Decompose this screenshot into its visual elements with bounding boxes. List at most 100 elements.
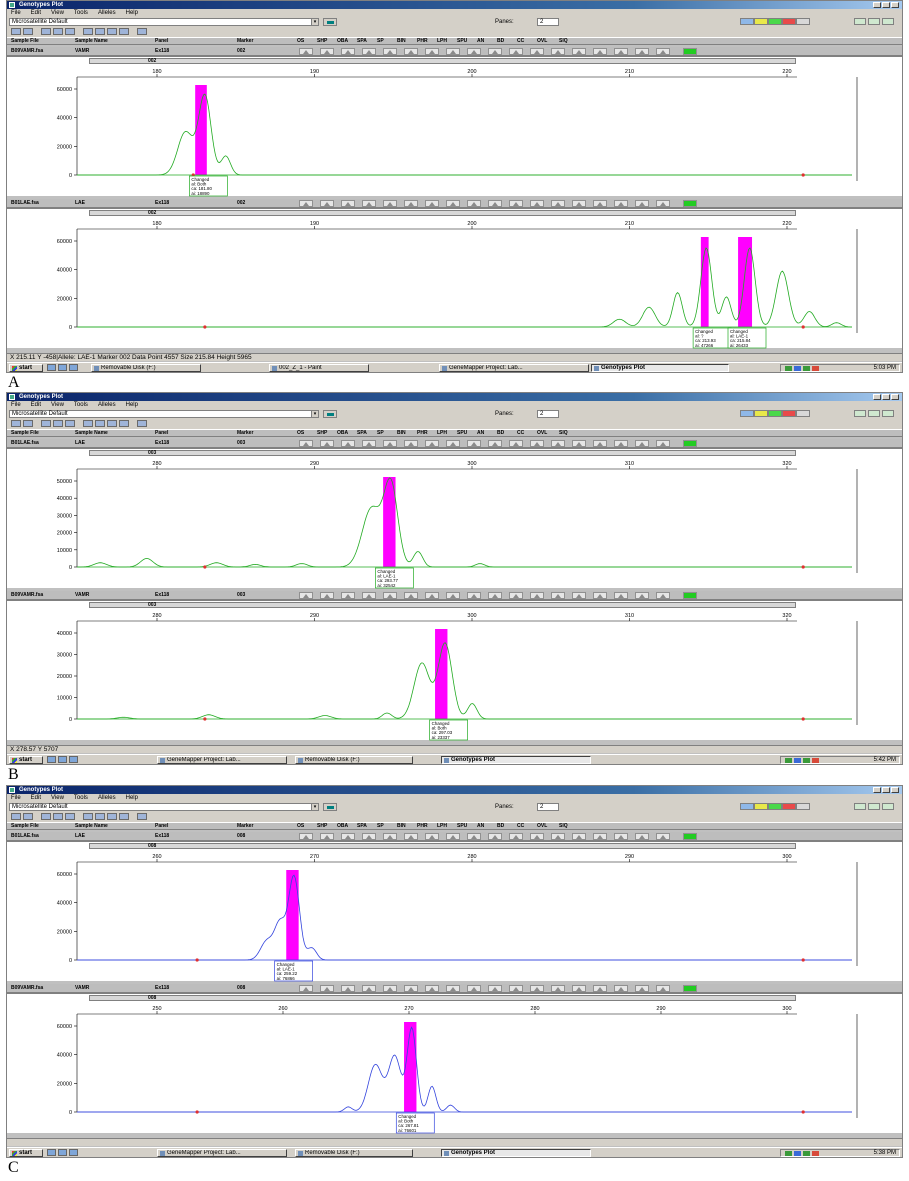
- update-icon[interactable]: [812, 1151, 819, 1156]
- quality-flag-icon[interactable]: [551, 833, 565, 840]
- quality-flag-icon[interactable]: [425, 592, 439, 599]
- quality-flag-icon[interactable]: [488, 833, 502, 840]
- ie-icon[interactable]: [58, 364, 67, 371]
- grid-icon[interactable]: [23, 420, 33, 427]
- flag-icon[interactable]: [119, 813, 129, 820]
- taskbar-item[interactable]: Genotypes Plot: [441, 756, 591, 764]
- quality-flag-icon[interactable]: [341, 440, 355, 447]
- column-header[interactable]: AN: [477, 823, 485, 829]
- quality-flag-icon[interactable]: [572, 200, 586, 207]
- media-icon[interactable]: [69, 1149, 78, 1156]
- desktop-icon[interactable]: [47, 364, 56, 371]
- menu-tools[interactable]: Tools: [73, 795, 88, 801]
- plot-settings-edit-button[interactable]: [323, 803, 337, 811]
- quality-flag-icon[interactable]: [593, 200, 607, 207]
- quality-flag-icon[interactable]: [635, 592, 649, 599]
- security-icon[interactable]: [803, 1151, 810, 1156]
- peaks-icon[interactable]: [65, 813, 75, 820]
- quality-flag-icon[interactable]: [635, 440, 649, 447]
- label-icon[interactable]: [95, 813, 105, 820]
- quality-flag-icon[interactable]: [530, 200, 544, 207]
- column-header[interactable]: SIQ: [559, 823, 568, 829]
- update-icon[interactable]: [812, 366, 819, 371]
- column-header[interactable]: CC: [517, 430, 525, 436]
- close-button[interactable]: [891, 394, 899, 400]
- dye-toggle-3[interactable]: [768, 18, 782, 25]
- quality-flag-icon[interactable]: [572, 48, 586, 55]
- quality-flag-icon[interactable]: [383, 440, 397, 447]
- split-icon[interactable]: [41, 813, 51, 820]
- quality-flag-icon[interactable]: [425, 48, 439, 55]
- quality-flag-icon[interactable]: [404, 48, 418, 55]
- zoom-icon[interactable]: [854, 18, 866, 25]
- zoom-icon[interactable]: [854, 410, 866, 417]
- plot-settings-edit-button[interactable]: [323, 18, 337, 26]
- quality-flag-icon[interactable]: [530, 48, 544, 55]
- dye-toggle-2[interactable]: [754, 410, 768, 417]
- quality-flag-icon[interactable]: [383, 200, 397, 207]
- dye-toggle-5[interactable]: [796, 18, 810, 25]
- quality-flag-icon[interactable]: [509, 440, 523, 447]
- column-header[interactable]: Sample File: [11, 430, 39, 436]
- quality-flag-icon[interactable]: [572, 592, 586, 599]
- column-header[interactable]: SHP: [317, 823, 328, 829]
- quality-flag-icon[interactable]: [593, 48, 607, 55]
- column-header[interactable]: AN: [477, 430, 485, 436]
- column-header[interactable]: SP: [377, 430, 384, 436]
- grid-icon[interactable]: [23, 28, 33, 35]
- taskbar-item[interactable]: 002_Z_1 - Paint: [269, 364, 369, 372]
- column-header[interactable]: BD: [497, 823, 505, 829]
- taskbar-item[interactable]: Removable Disk (F:): [295, 756, 413, 764]
- menu-alleles[interactable]: Alleles: [97, 402, 116, 408]
- quality-flag-icon[interactable]: [320, 200, 334, 207]
- column-header[interactable]: BIN: [397, 823, 406, 829]
- quality-flag-icon[interactable]: [404, 440, 418, 447]
- panes-select[interactable]: 2: [537, 18, 559, 26]
- sizing-quality-flag[interactable]: [683, 985, 697, 992]
- menu-edit[interactable]: Edit: [30, 795, 42, 801]
- expand-icon[interactable]: [882, 410, 894, 417]
- color-icon[interactable]: [107, 28, 117, 35]
- quality-flag-icon[interactable]: [488, 440, 502, 447]
- menu-view[interactable]: View: [51, 10, 64, 16]
- minimize-button[interactable]: [873, 787, 881, 793]
- column-header[interactable]: Marker: [237, 38, 254, 44]
- ie-icon[interactable]: [58, 756, 67, 763]
- sample-row[interactable]: B09VAMR.fsa VAMR Ex118 002: [7, 47, 902, 56]
- quality-flag-icon[interactable]: [341, 200, 355, 207]
- plot-settings-edit-button[interactable]: [323, 410, 337, 418]
- dye-toggle-1[interactable]: [740, 18, 754, 25]
- taskbar-item[interactable]: GeneMapper Project: Lab...: [157, 756, 287, 764]
- menu-file[interactable]: File: [11, 10, 21, 16]
- split-icon[interactable]: [41, 420, 51, 427]
- sizing-quality-flag[interactable]: [683, 440, 697, 447]
- quality-flag-icon[interactable]: [614, 440, 628, 447]
- quality-flag-icon[interactable]: [530, 985, 544, 992]
- quality-flag-icon[interactable]: [425, 833, 439, 840]
- print-icon[interactable]: [137, 813, 147, 820]
- quality-flag-icon[interactable]: [341, 48, 355, 55]
- column-header[interactable]: Panel: [155, 38, 169, 44]
- menu-view[interactable]: View: [51, 402, 64, 408]
- label-icon[interactable]: [95, 420, 105, 427]
- quality-flag-icon[interactable]: [572, 440, 586, 447]
- dye-toggle-2[interactable]: [754, 18, 768, 25]
- quality-flag-icon[interactable]: [446, 592, 460, 599]
- quality-flag-icon[interactable]: [656, 200, 670, 207]
- column-header[interactable]: Sample File: [11, 38, 39, 44]
- sample-row[interactable]: B09VAMR.fsa VAMR Ex118 003: [7, 591, 902, 600]
- flag-icon[interactable]: [119, 28, 129, 35]
- column-header[interactable]: SHP: [317, 430, 328, 436]
- dye-toggle-3[interactable]: [768, 410, 782, 417]
- volume-icon[interactable]: [794, 1151, 801, 1156]
- sample-row[interactable]: B01LAE.fsa LAE Ex118 003: [7, 439, 902, 448]
- menu-help[interactable]: Help: [125, 10, 138, 16]
- desktop-icon[interactable]: [47, 756, 56, 763]
- table-icon[interactable]: [11, 420, 21, 427]
- column-header[interactable]: AN: [477, 38, 485, 44]
- expand-icon[interactable]: [882, 803, 894, 810]
- sizing-quality-flag[interactable]: [683, 592, 697, 599]
- menu-edit[interactable]: Edit: [30, 10, 42, 16]
- column-header[interactable]: OS: [297, 38, 305, 44]
- quality-flag-icon[interactable]: [509, 833, 523, 840]
